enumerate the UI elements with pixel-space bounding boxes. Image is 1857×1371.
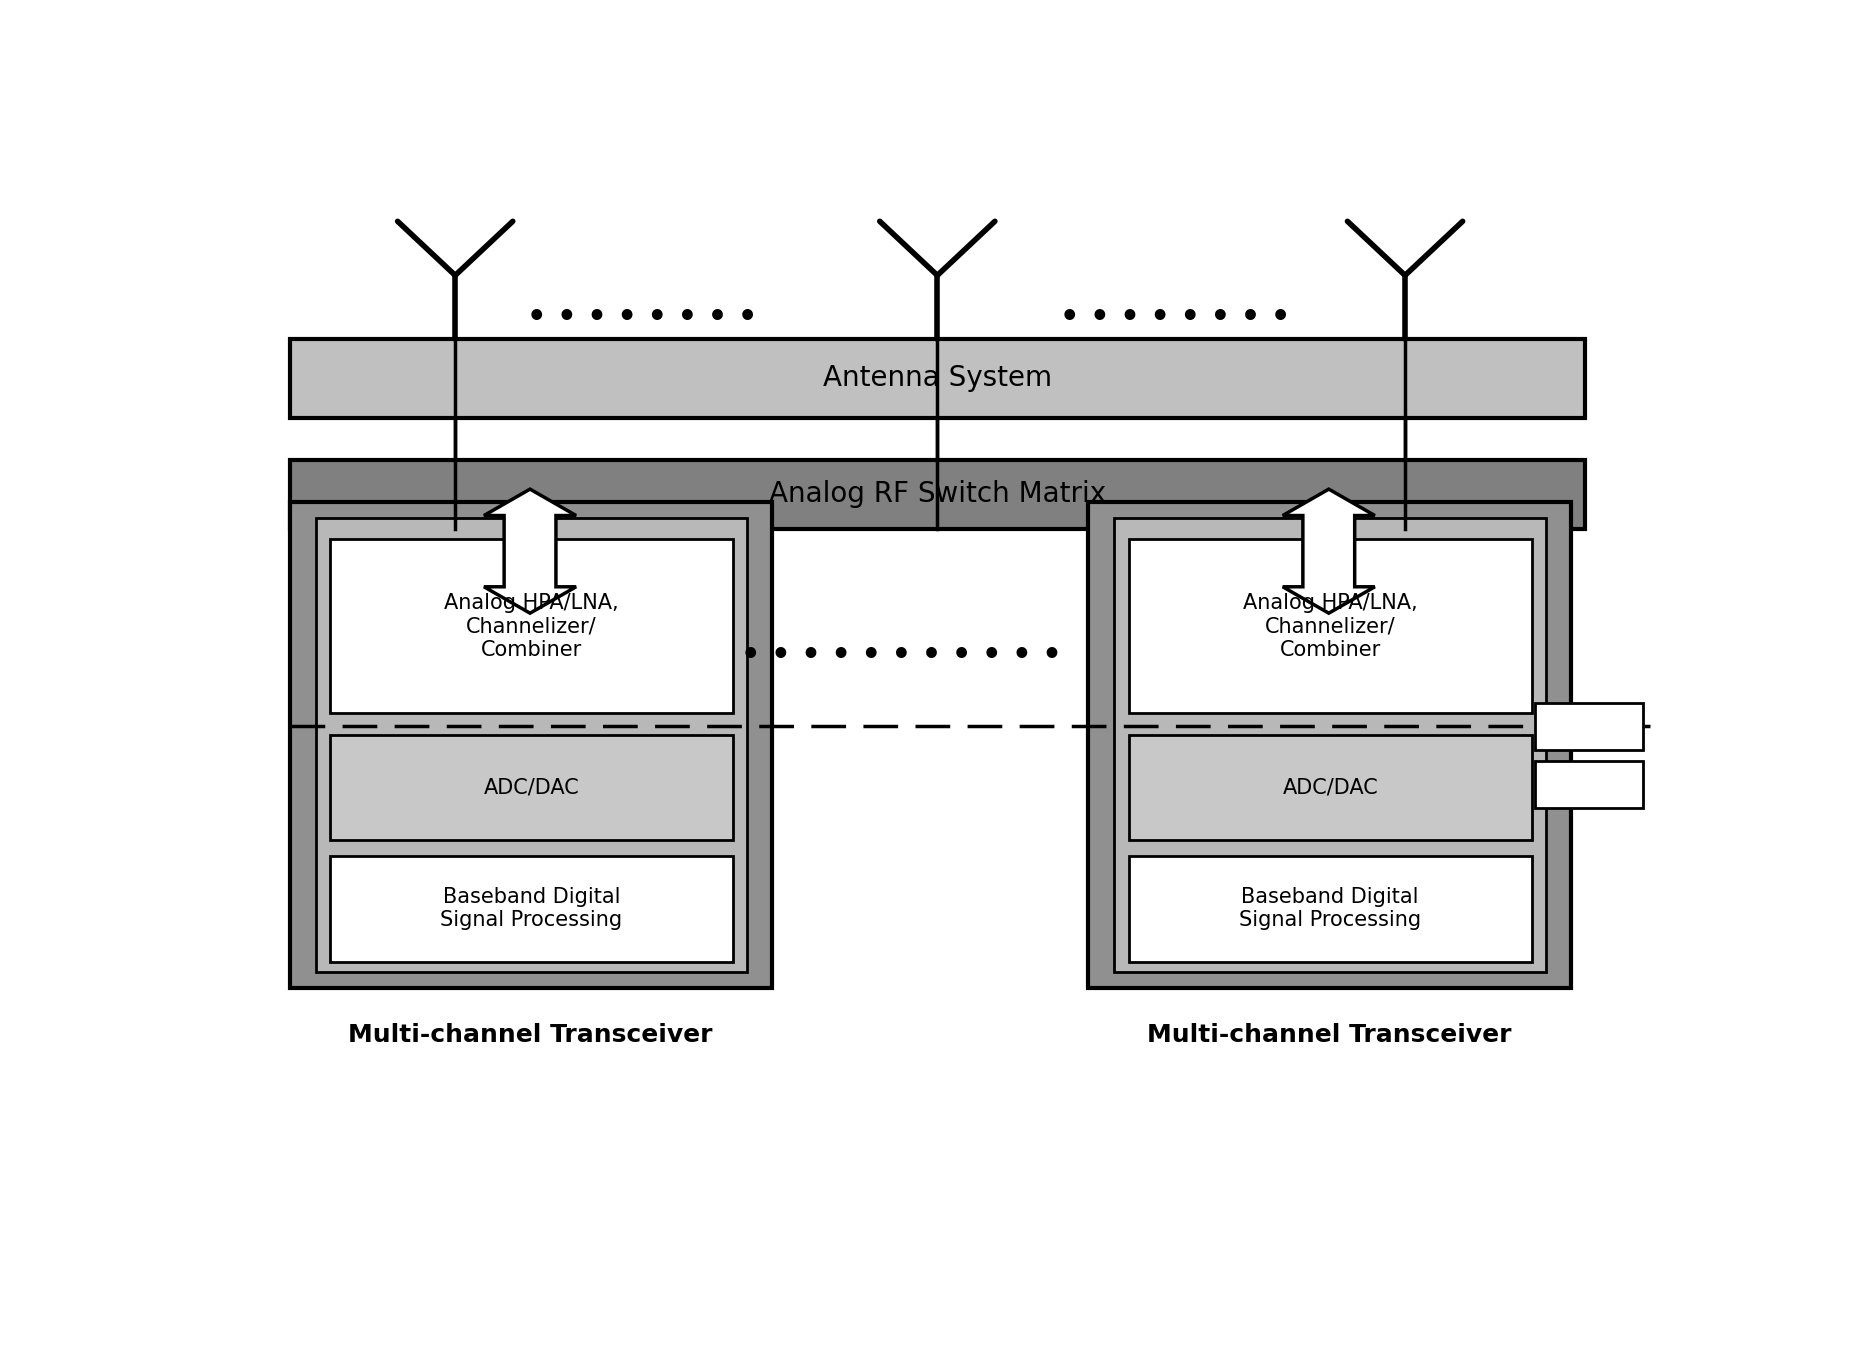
Text: Digital: Digital (1556, 775, 1619, 794)
Bar (331, 539, 734, 713)
Bar (1129, 735, 1532, 840)
Bar (290, 502, 773, 988)
Bar (290, 339, 1584, 418)
Text: • • • • • • • •: • • • • • • • • (527, 303, 758, 332)
Text: Analog: Analog (1554, 717, 1623, 736)
Bar (316, 518, 747, 972)
Bar (1129, 539, 1532, 713)
Text: Analog HPA/LNA,
Channelizer/
Combiner: Analog HPA/LNA, Channelizer/ Combiner (444, 594, 618, 659)
Text: Baseband Digital
Signal Processing: Baseband Digital Signal Processing (1239, 887, 1421, 931)
Text: • • • • • • • • • • •: • • • • • • • • • • • (741, 640, 1062, 670)
Text: Analog RF Switch Matrix: Analog RF Switch Matrix (769, 480, 1107, 509)
Polygon shape (485, 489, 576, 613)
Text: Analog HPA/LNA,
Channelizer/
Combiner: Analog HPA/LNA, Channelizer/ Combiner (1242, 594, 1417, 659)
Bar (1534, 761, 1642, 809)
Text: Multi-channel Transceiver: Multi-channel Transceiver (347, 1023, 713, 1047)
Bar (1534, 703, 1642, 750)
Text: • • • • • • • •: • • • • • • • • (1060, 303, 1291, 332)
Bar (1129, 856, 1532, 961)
Polygon shape (1283, 489, 1374, 613)
Bar (331, 735, 734, 840)
Bar (1088, 502, 1571, 988)
Bar (1114, 518, 1547, 972)
Bar (331, 856, 734, 961)
Text: ADC/DAC: ADC/DAC (1283, 777, 1378, 798)
Text: Multi-channel Transceiver: Multi-channel Transceiver (1146, 1023, 1512, 1047)
Text: ADC/DAC: ADC/DAC (483, 777, 579, 798)
Text: Antenna System: Antenna System (823, 365, 1051, 392)
Text: Baseband Digital
Signal Processing: Baseband Digital Signal Processing (440, 887, 622, 931)
Bar (290, 461, 1584, 529)
